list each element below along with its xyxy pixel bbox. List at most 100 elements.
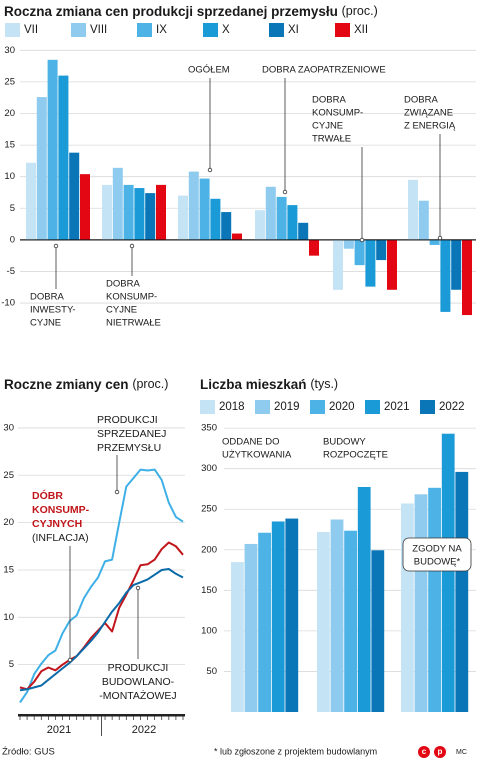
series-note: (INFLACJA): [32, 532, 89, 544]
legend-label: XI: [288, 24, 299, 36]
bar: [428, 487, 441, 712]
line-series: [19, 468, 184, 704]
y-tick-label: 20: [4, 108, 15, 119]
series-label: PRODUKCJI: [97, 414, 158, 426]
bar: [231, 562, 244, 712]
y-tick-label: 10: [4, 171, 15, 182]
y-tick-label: 100: [201, 625, 217, 636]
y-tick-label: 30: [3, 422, 14, 433]
category-label: TRWAŁE: [312, 134, 351, 145]
bar: [298, 222, 309, 240]
series-label: DÓBR: [32, 489, 63, 502]
y-tick-label: 25: [4, 76, 15, 87]
source: Źródło: GUS: [2, 747, 55, 758]
series-label: KONSUMP-: [32, 504, 90, 516]
category-label: UŻYTKOWANIA: [222, 450, 292, 461]
bar: [47, 59, 58, 240]
bar: [441, 433, 455, 712]
bar: [287, 205, 298, 240]
bar: [255, 210, 265, 240]
legend-swatch: [203, 23, 218, 37]
bar: [387, 239, 397, 290]
logo-circle: [418, 746, 430, 758]
legend-swatch: [200, 400, 215, 414]
y-tick-label: 300: [201, 463, 217, 474]
bar: [188, 171, 199, 240]
callout-dot: [114, 489, 120, 495]
bar: [36, 97, 47, 240]
legend-swatch: [269, 23, 284, 37]
bar: [365, 239, 376, 287]
bar: [330, 519, 344, 712]
chart-title: Roczne zmiany cen (proc.): [4, 377, 168, 392]
callout-dot: [437, 235, 443, 241]
category-label: Z ENERGIĄ: [404, 121, 456, 132]
legend-swatch: [255, 400, 270, 414]
legend-swatch: [310, 400, 325, 414]
legend-label: 2021: [384, 401, 410, 413]
bar: [357, 486, 371, 712]
category-label: CYJNE: [312, 121, 343, 132]
y-tick-label: 350: [201, 423, 217, 434]
legend-swatch: [5, 23, 20, 37]
y-tick-label: 10: [3, 612, 14, 623]
bar: [408, 179, 418, 240]
legend-label: XII: [354, 24, 368, 36]
bar: [112, 167, 123, 240]
series-label: SPRZEDANEJ: [97, 428, 166, 440]
bar: [210, 198, 221, 240]
series-label: -MONTAŻOWEJ: [99, 689, 176, 702]
category-label: ZWIĄZANE: [404, 108, 453, 119]
bar: [451, 239, 462, 290]
callout-dot: [282, 189, 288, 195]
category-label: OGÓŁEM: [188, 65, 230, 76]
bar: [376, 239, 387, 261]
bar: [123, 184, 134, 240]
legend-swatch: [71, 23, 86, 37]
legend-swatch: [335, 23, 350, 37]
category-label: KONSUMP-: [312, 108, 363, 119]
label-box: [402, 537, 472, 572]
category-label: BUDOWY: [323, 437, 366, 448]
bar: [26, 162, 36, 240]
category-label: DOBRA: [30, 292, 64, 303]
category-label: DOBRA ZAOPATRZENIOWE: [262, 65, 386, 76]
bar: [285, 518, 299, 712]
legend-label: VIII: [90, 24, 107, 36]
category-label: ZGODY NA: [412, 544, 462, 555]
bar: [199, 178, 210, 240]
legend-label: 2018: [219, 401, 245, 413]
y-tick-label: 5: [9, 659, 14, 670]
callout-dot: [67, 657, 73, 663]
y-tick-label: -5: [7, 266, 15, 277]
category-label: KONSUMP-: [106, 292, 157, 303]
legend-label: VII: [24, 24, 38, 36]
bar: [145, 193, 156, 240]
x-group-label: 2021: [47, 724, 71, 736]
y-tick-label: 5: [10, 203, 15, 214]
bar: [354, 239, 365, 266]
legend-label: 2019: [274, 401, 300, 413]
bar: [178, 195, 188, 240]
bar: [418, 200, 429, 240]
callout-dot: [359, 237, 365, 243]
legend-label: 2020: [329, 401, 355, 413]
x-group-label: 2022: [132, 724, 156, 736]
bar: [462, 239, 472, 316]
callout-dot: [53, 243, 59, 249]
y-tick-label: 25: [3, 470, 14, 481]
bar: [244, 543, 258, 712]
bar: [317, 532, 330, 712]
logo-letter: c: [422, 747, 427, 756]
category-label: ROZPOCZĘTE: [323, 450, 388, 461]
bar: [232, 233, 242, 240]
category-label: DOBRA: [312, 95, 346, 106]
category-label: CYJNE: [106, 305, 137, 316]
y-tick-label: 15: [4, 140, 15, 151]
bar: [440, 239, 451, 312]
series-label: PRODUKCJI: [108, 662, 169, 674]
legend-label: IX: [156, 24, 167, 36]
series-label: PRZEMYSŁU: [97, 442, 161, 454]
bar: [271, 521, 285, 712]
